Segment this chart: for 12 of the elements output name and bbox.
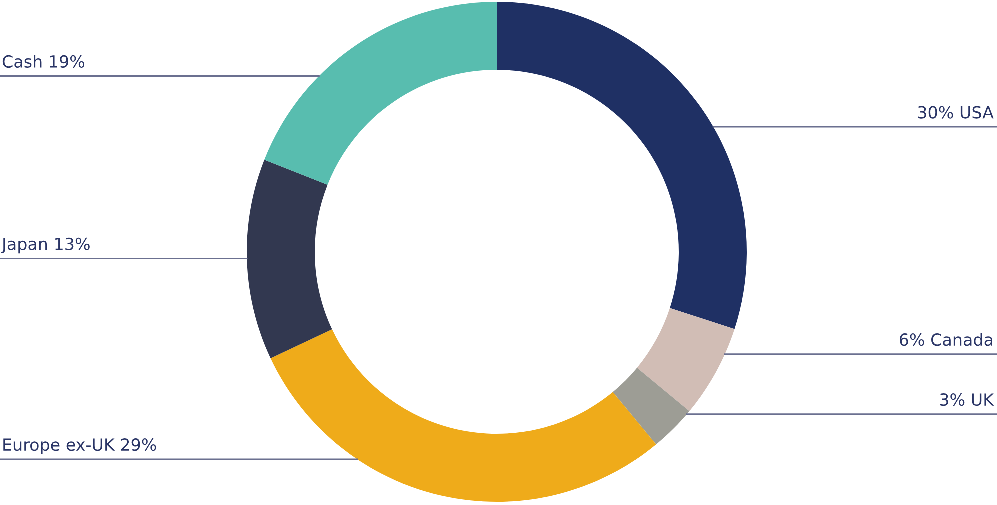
- donut-slice: [497, 2, 747, 330]
- slice-label: 6% Canada: [900, 333, 992, 346]
- donut-slice: [637, 308, 735, 412]
- slice-label: 30% USA: [918, 106, 994, 119]
- donut-slice: [264, 2, 497, 185]
- slice-label: Cash 19%: [2, 55, 85, 68]
- donut-slice: [613, 368, 690, 445]
- slice-label: Europe ex-UK 29%: [4, 438, 156, 454]
- slice-label: 3% UK: [940, 394, 994, 406]
- slice-label: Japan 13%: [1, 238, 90, 254]
- donut-slice: [270, 329, 656, 502]
- donut-slice: [247, 160, 332, 358]
